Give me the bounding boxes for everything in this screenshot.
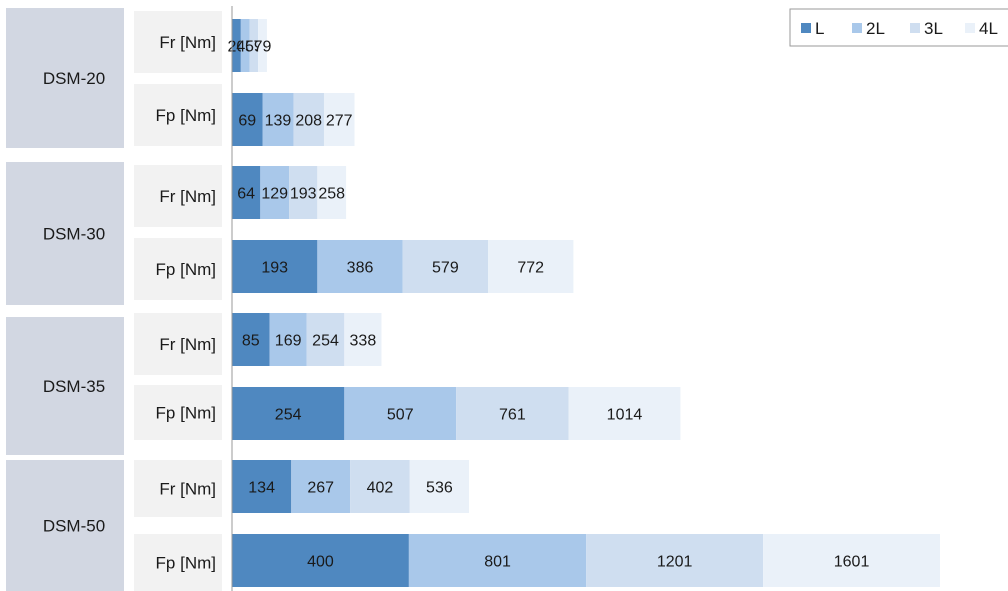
bar-segment-2L <box>262 93 294 146</box>
bar-value-label: 761 <box>499 407 526 424</box>
bar-segment-L <box>232 240 318 293</box>
bar-value-label: 208 <box>295 113 322 130</box>
metric-label: Fp [Nm] <box>156 260 216 279</box>
bar-value-label: 267 <box>307 480 334 497</box>
metric-label-box <box>134 385 222 440</box>
bar-segment-3L <box>293 93 324 146</box>
metric-label-box <box>134 11 222 73</box>
bar-segment-4L <box>258 19 267 72</box>
bar-segment-L <box>232 387 345 440</box>
bar-value-label: 139 <box>265 113 292 130</box>
bar-value-label: 772 <box>517 260 544 277</box>
metric-label-box <box>134 84 222 146</box>
group-label-box <box>6 8 124 148</box>
bar-segment-4L <box>317 166 347 219</box>
metric-label-box <box>134 534 222 591</box>
bar-value-label: 258 <box>318 186 345 203</box>
metric-label-box <box>134 238 222 300</box>
metric-label-box <box>134 313 222 375</box>
bar-value-label: 85 <box>242 333 260 350</box>
bar-segment-4L <box>763 534 940 587</box>
legend-label: L <box>815 19 824 38</box>
group-label-box <box>6 460 124 591</box>
group-label: DSM-50 <box>43 517 105 536</box>
bar-value-label: 801 <box>484 554 511 571</box>
bar-value-label: 402 <box>367 480 394 497</box>
legend-swatch <box>910 23 920 33</box>
bar-segment-3L <box>289 166 318 219</box>
bar-segment-2L <box>291 460 351 513</box>
bar-segment-4L <box>323 93 355 146</box>
metric-label: Fp [Nm] <box>156 106 216 125</box>
bar-value-label: 338 <box>350 333 377 350</box>
bar-value-label: 79 <box>254 39 272 56</box>
group-label: DSM-20 <box>43 69 105 88</box>
bar-segment-L <box>232 19 241 72</box>
bar-segment-3L <box>402 240 489 293</box>
bar-segment-2L <box>317 240 403 293</box>
legend-swatch <box>965 23 975 33</box>
bar-value-label: 193 <box>290 186 317 203</box>
bar-value-label: 169 <box>275 333 302 350</box>
legend-label: 2L <box>866 19 885 38</box>
metric-label-box <box>134 165 222 227</box>
bar-value-label: 579 <box>432 260 459 277</box>
bar-segment-L <box>232 460 292 513</box>
bar-value-label: 507 <box>387 407 414 424</box>
metric-label: Fr [Nm] <box>159 480 216 499</box>
bar-value-label: 64 <box>237 186 255 203</box>
bar-segment-3L <box>249 19 259 72</box>
group-label: DSM-35 <box>43 377 105 396</box>
bar-segment-2L <box>269 313 307 366</box>
legend-label: 4L <box>979 19 998 38</box>
bar-segment-2L <box>408 534 587 587</box>
bar-segment-4L <box>344 313 382 366</box>
bar-value-label: 134 <box>248 480 275 497</box>
bar-value-label: 1601 <box>834 554 870 571</box>
legend-swatch <box>801 23 811 33</box>
bar-value-label: 400 <box>307 554 334 571</box>
bar-segment-3L <box>350 460 410 513</box>
bar-segment-L <box>232 166 261 219</box>
bar-value-label: 129 <box>261 186 288 203</box>
group-label: DSM-30 <box>43 225 105 244</box>
metric-label: Fp [Nm] <box>156 404 216 423</box>
metric-label: Fr [Nm] <box>159 335 216 354</box>
bar-segment-L <box>232 93 263 146</box>
bar-value-label: 254 <box>275 407 302 424</box>
bar-segment-2L <box>260 166 290 219</box>
group-label-box <box>6 317 124 455</box>
legend: L 2L 3L 4L <box>789 8 1008 47</box>
bar-segment-4L <box>488 240 574 293</box>
bar-value-label: 386 <box>347 260 374 277</box>
bar-value-label: 277 <box>326 113 353 130</box>
bar-segment-3L <box>586 534 764 587</box>
bar-segment-4L <box>568 387 681 440</box>
category-labels: DSM-20 Fr [Nm] Fp [Nm] DSM-30 Fr [Nm] Fp [Nm]… <box>6 8 222 591</box>
metric-label: Fr [Nm] <box>159 33 216 52</box>
bar-segment-2L <box>240 19 250 72</box>
metric-label: Fp [Nm] <box>156 554 216 573</box>
bar-segment-4L <box>409 460 470 513</box>
bar-value-label: 193 <box>261 260 288 277</box>
bar-segment-3L <box>456 387 569 440</box>
group-label-box <box>6 162 124 305</box>
bar-value-label: 69 <box>238 113 256 130</box>
metric-label: Fr [Nm] <box>159 187 216 206</box>
bar-value-label: 1201 <box>657 554 693 571</box>
bar-segment-2L <box>344 387 457 440</box>
metric-label-box <box>134 460 222 517</box>
bar-value-label: 254 <box>312 333 339 350</box>
bar-value-label: 536 <box>426 480 453 497</box>
legend-swatch <box>852 23 862 33</box>
bar-value-label: 1014 <box>607 407 643 424</box>
bar-segment-L <box>232 534 409 587</box>
bar-segment-3L <box>306 313 345 366</box>
bar-segment-L <box>232 313 270 366</box>
legend-label: 3L <box>924 19 943 38</box>
